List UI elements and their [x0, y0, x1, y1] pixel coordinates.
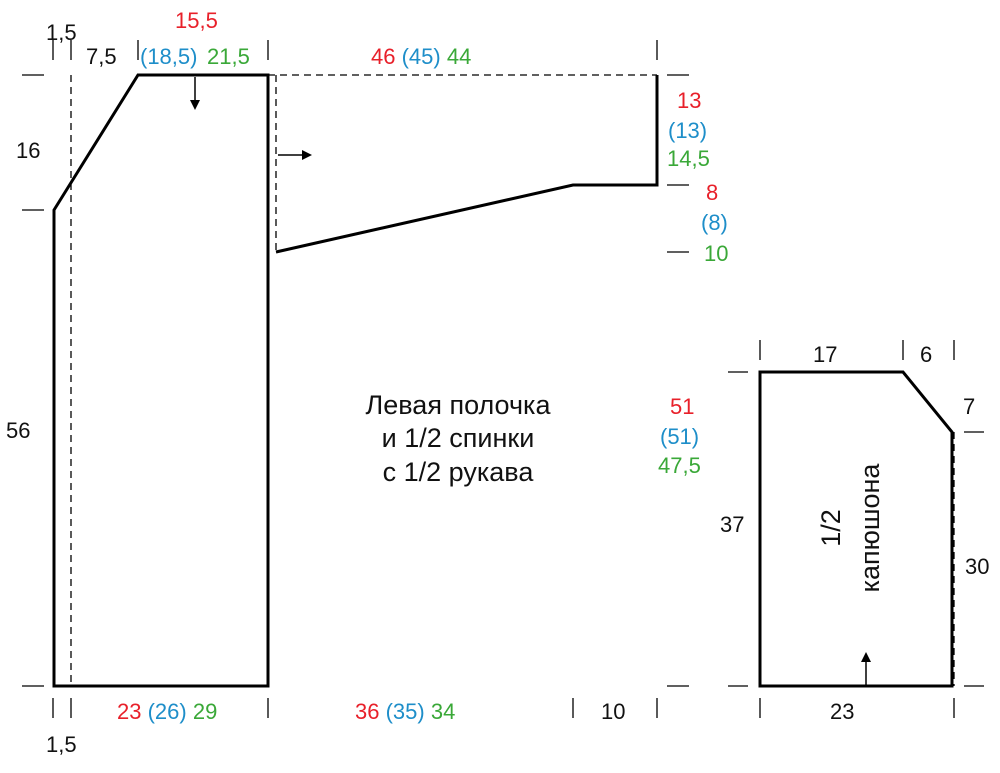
sleeve-length-bottom-labels: 36 (35) 34 [355, 699, 455, 724]
front-piece: 1,5 7,5 15,5 (18,5) 21,5 46 (45) 44 16 5… [6, 8, 728, 757]
hood-outline [758, 370, 954, 688]
hood-left-height-label: 37 [720, 512, 744, 537]
hood-corner-width-label: 6 [920, 342, 932, 367]
half-width-labels: 23 (26) 29 [117, 699, 217, 724]
sleeve-length-top-size2-label: (45) [402, 44, 441, 69]
neck-width-size3-label: 21,5 [207, 44, 250, 69]
cuff-height-size1-label: 13 [677, 88, 701, 113]
hood-title-line2: капюшона [855, 463, 885, 593]
sleeve-drop-size2-label: (8) [701, 210, 728, 235]
half-width-size2-label: (26) [148, 699, 187, 724]
neck-depth-label: 16 [16, 138, 40, 163]
front-ticks [22, 40, 689, 718]
bottom-left-edge-label: 1,5 [46, 732, 77, 757]
svg-text:36 (35) 34: 36 (35) 34 [355, 699, 455, 724]
knitting-direction-right-arrow-icon [302, 150, 312, 160]
hood-knitting-direction-arrow-icon [861, 652, 871, 662]
cuff-height-size3-label: 14,5 [667, 146, 710, 171]
sleeve-length-top-size3-label: 44 [447, 44, 471, 69]
hood-piece: 17 6 7 37 30 23 1/2 капюшона [720, 340, 989, 724]
hood-title-line1: 1/2 [816, 509, 846, 547]
hood-bottom-width-label: 23 [830, 699, 854, 724]
shoulder-slope-label: 7,5 [86, 44, 117, 69]
hood-ticks [728, 340, 984, 718]
sleeve-outline [275, 75, 659, 254]
front-piece-title-line1: Левая полочка [366, 390, 552, 420]
cuff-length-label: 10 [601, 699, 625, 724]
neck-width-size1-label: 15,5 [175, 8, 218, 33]
top-left-edge-label: 1,5 [46, 20, 77, 45]
front-body-outline [52, 73, 270, 688]
hood-top-width-label: 17 [813, 342, 837, 367]
half-width-size1-label: 23 [117, 699, 141, 724]
hood-corner-height-label: 7 [963, 394, 975, 419]
hood-right-height-label: 30 [965, 554, 989, 579]
sleeve-length-bottom-size2-label: (35) [386, 699, 425, 724]
body-height-label: 56 [6, 418, 30, 443]
sleeve-drop-size1-label: 8 [706, 180, 718, 205]
sleeve-length-bottom-size1-label: 36 [355, 699, 379, 724]
sleeve-length-top-labels: 46 (45) 44 [371, 44, 471, 69]
sleeve-length-bottom-size3-label: 34 [431, 699, 455, 724]
sleeve-drop-size3-label: 10 [704, 241, 728, 266]
neck-width-size2-label: (18,5) [140, 44, 197, 69]
hood-title: 1/2 капюшона [816, 463, 885, 593]
svg-text:23 (26) 29: 23 (26) 29 [117, 699, 217, 724]
half-width-size3-label: 29 [193, 699, 217, 724]
sleeve-total-depth-size1-label: 51 [670, 394, 694, 419]
sleeve-total-depth-size3-label: 47,5 [658, 453, 701, 478]
cuff-height-size2-label: (13) [668, 118, 707, 143]
svg-text:46 (45) 44: 46 (45) 44 [371, 44, 471, 69]
front-piece-title-line3: с 1/2 рукава [383, 457, 535, 487]
sleeve-length-top-size1-label: 46 [371, 44, 395, 69]
sleeve-total-depth-size2-label: (51) [660, 424, 699, 449]
knitting-direction-down-arrow-icon [190, 100, 200, 110]
front-piece-title-line2: и 1/2 спинки [382, 423, 535, 453]
